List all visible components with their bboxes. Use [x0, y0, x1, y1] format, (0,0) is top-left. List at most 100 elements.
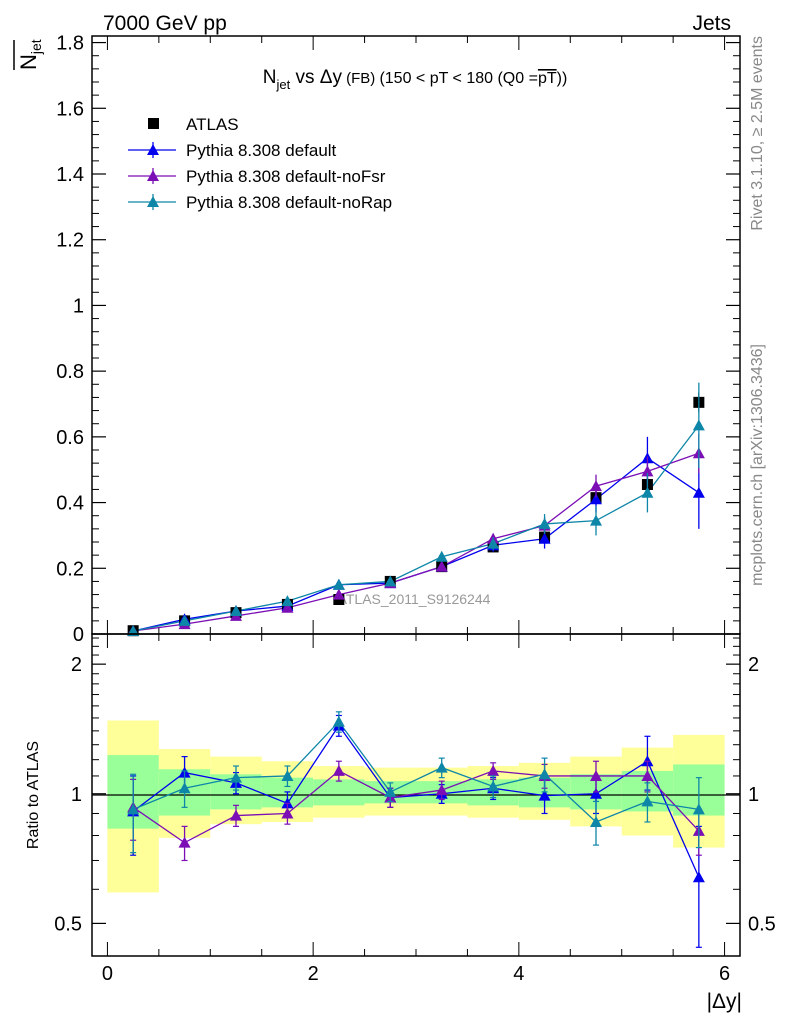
ratio-point-noRap: [384, 785, 397, 797]
data-point-noFsr: [641, 465, 654, 477]
ratio-series: [127, 711, 705, 948]
title-n: N: [263, 67, 277, 88]
title-mid: vs: [290, 67, 320, 88]
data-point-noFsr: [435, 560, 448, 572]
ratio-point-noFsr: [332, 764, 345, 776]
data-point-noRap: [487, 537, 500, 549]
data-point-noRap: [384, 575, 397, 587]
xlabel: |Δy|: [707, 990, 742, 1013]
ratio-line-noRap: [132, 720, 699, 823]
ratio-point-noRap: [435, 761, 448, 773]
title-small: (FB): [342, 70, 380, 87]
legend-marker-noFsr: [147, 170, 159, 181]
ratio-point-noRap: [230, 771, 242, 783]
title-sub: jet: [275, 77, 290, 92]
data-point-noRap: [641, 486, 654, 498]
main-ytick-label: 0.2: [56, 558, 84, 580]
main-ytick-label: 0.8: [56, 361, 84, 383]
mcplots-credit-label: mcplots.cern.ch [arXiv:1306.3436]: [749, 344, 766, 586]
ratio-ytick-label-left: 0.5: [54, 913, 82, 935]
data-point-noRap: [230, 605, 242, 616]
ratio-xtick-label: 2: [308, 963, 319, 985]
ratio-point-noFsr: [178, 836, 191, 848]
legend-label-noFsr: Pythia 8.308 default-noFsr: [186, 167, 386, 186]
ratio-ytick-label-right: 2: [748, 654, 759, 676]
ratio-point-noFsr: [435, 784, 448, 796]
legend-label-default: Pythia 8.308 default: [186, 141, 337, 160]
header-process-label: Jets: [692, 12, 731, 35]
main-ylabel: Njet: [13, 39, 44, 70]
data-point-noFsr: [281, 601, 294, 613]
series-line-noRap: [133, 424, 700, 632]
ratio-xtick-label: 4: [513, 963, 524, 985]
ratio-point-noRap: [538, 768, 551, 780]
data-point-noRap: [332, 578, 345, 590]
main-ytick-label: 1.4: [56, 164, 84, 186]
legend-label-data: ATLAS: [186, 115, 239, 134]
ratio-point-noFsr: [281, 807, 294, 819]
ratio-frame: [91, 633, 741, 957]
data-point-noFsr: [590, 480, 602, 492]
ratio-ylabel: Ratio to ATLAS: [25, 741, 42, 849]
svg-text:Njet: Njet: [16, 39, 44, 70]
ratio-line-default: [132, 724, 700, 878]
ratio-ytick-label-left: 2: [71, 654, 82, 676]
ratio-panel: 0.5 0.5 1 1 2 2 0 2 4 6: [54, 633, 776, 985]
rivet-version-label: Rivet 3.1.10, ≥ 2.5M events: [749, 36, 766, 231]
main-ytick-label: 1.8: [56, 33, 84, 55]
main-axis-ticks: 0 0.2 0.4 0.6 0.8 1 1.2 1.4 1.6 1.8: [56, 33, 740, 646]
ratio-ytick-label-right: 1: [748, 784, 759, 806]
ratio-point-default: [692, 871, 705, 883]
ratio-point-default: [538, 789, 551, 801]
ratio-ytick-label-left: 1: [71, 784, 82, 806]
main-ytick-label: 1: [73, 295, 84, 317]
main-ytick-label: 0: [73, 624, 84, 646]
ratio-point-noRap: [692, 803, 705, 815]
ratio-point-noRap: [127, 803, 140, 815]
legend-marker-default: [147, 144, 159, 155]
main-ytick-label: 0.6: [56, 427, 84, 449]
ratio-point-default: [590, 787, 602, 799]
ratio-axis-ticks: 0.5 0.5 1 1 2 2 0 2 4 6: [54, 634, 776, 985]
legend: ATLAS Pythia 8.308 default Pythia 8.308 de…: [128, 115, 392, 212]
ratio-point-noRap: [178, 782, 191, 794]
main-ylabel-n: N: [16, 54, 41, 70]
ratio-point-noRap: [641, 795, 654, 807]
ratio-point-noFsr: [641, 769, 654, 781]
main-ytick-label: 1.6: [56, 98, 84, 120]
data-point-noRap: [435, 550, 448, 562]
ratio-point-noRap: [281, 769, 294, 781]
data-point-noRap: [178, 614, 191, 626]
ratio-xtick-label: 0: [102, 963, 113, 985]
ratio-point-noRap: [590, 815, 602, 827]
legend-label-noRap: Pythia 8.308 default-noRap: [186, 193, 392, 212]
ratio-point-noFsr: [487, 764, 500, 776]
legend-marker-data: [148, 118, 159, 129]
ratio-point-noFsr: [590, 769, 602, 781]
ratio-band-green: [313, 779, 365, 806]
series-line-noFsr: [133, 452, 700, 632]
plot-title: Njet vs Δy (FB) (150 < pT < 180 (Q0 =pT)…: [263, 67, 568, 92]
title-cut-end: )): [557, 70, 568, 87]
title-var: Δy: [320, 67, 343, 88]
ratio-line-noFsr: [132, 770, 700, 844]
ratio-xtick-label: 6: [719, 963, 730, 985]
data-point-noRap: [281, 595, 294, 607]
analysis-watermark: ATLAS_2011_S9126244: [338, 591, 491, 607]
main-ylabel-sub: jet: [28, 39, 44, 55]
ratio-bands: [107, 720, 725, 893]
main-ytick-label: 0.4: [56, 493, 84, 515]
ratio-point-noRap: [332, 715, 345, 727]
main-ytick-label: 1.2: [56, 230, 84, 252]
data-point-noFsr: [332, 588, 345, 600]
title-cut: (150 < pT < 180 (Q0 =: [379, 70, 537, 87]
ratio-point-noRap: [487, 780, 500, 792]
data-point-noRap: [692, 419, 705, 431]
title-cut-over: pT: [538, 70, 557, 87]
data-point-noRap: [538, 517, 551, 529]
ratio-point-noFsr: [230, 809, 242, 821]
ratio-ytick-label-right: 0.5: [748, 913, 776, 935]
data-point-noRap: [590, 514, 602, 526]
data-point-default: [590, 493, 602, 505]
